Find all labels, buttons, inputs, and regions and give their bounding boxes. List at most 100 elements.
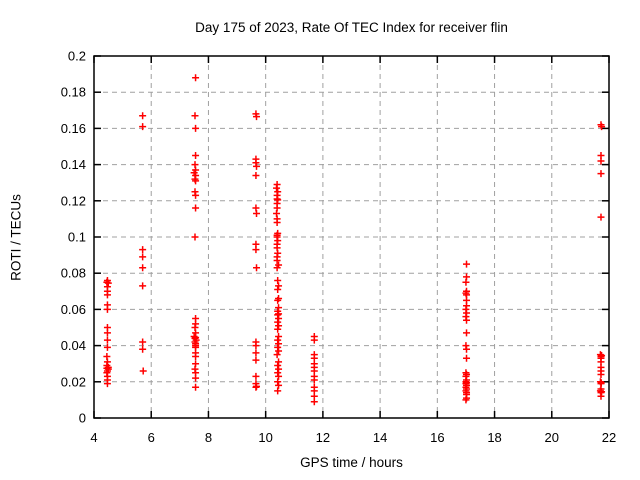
data-point-marker (274, 387, 282, 395)
data-point-marker (139, 338, 147, 346)
data-point-marker (274, 318, 282, 326)
data-point-marker (463, 329, 471, 337)
data-point-marker (103, 336, 111, 344)
data-point-marker (274, 296, 282, 304)
data-point-marker (139, 123, 147, 131)
data-point-marker (597, 371, 605, 379)
x-tick-label: 14 (373, 430, 387, 445)
plot-border (93, 55, 610, 419)
data-point-marker (274, 325, 282, 333)
data-point-marker (192, 74, 200, 82)
x-tick-label: 22 (602, 430, 616, 445)
data-point-marker (252, 356, 260, 364)
y-tick-label: 0.04 (61, 338, 86, 353)
y-axis-label: ROTI / TECUs (8, 194, 24, 281)
data-point-marker (275, 304, 283, 312)
data-point-marker (463, 345, 471, 353)
data-point-marker (463, 354, 471, 362)
data-point-marker (192, 374, 200, 382)
data-point-marker (139, 367, 147, 375)
data-point-marker (252, 383, 260, 391)
data-point-marker (192, 124, 200, 132)
data-point-marker (274, 336, 282, 344)
data-point-marker (275, 282, 283, 290)
data-point-marker (192, 352, 200, 360)
y-tick-label: 0.2 (68, 49, 86, 64)
data-point-marker (275, 333, 283, 341)
data-point-marker (598, 123, 606, 131)
data-point-marker (191, 112, 199, 120)
data-point-marker (192, 177, 200, 185)
data-point-marker (252, 171, 260, 179)
data-point-marker (273, 351, 281, 359)
data-point-marker (273, 219, 281, 227)
data-point-marker (275, 381, 283, 389)
data-point-marker (275, 314, 283, 322)
data-point-marker (273, 264, 281, 272)
data-point-marker (192, 152, 200, 160)
data-point-marker (274, 343, 282, 351)
data-point-marker (273, 184, 281, 192)
y-tick-label: 0.14 (61, 157, 86, 172)
y-tick-label: 0.18 (61, 85, 86, 100)
chart-title: Day 175 of 2023, Rate Of TEC Index for r… (195, 20, 508, 35)
data-point-marker (139, 345, 147, 353)
data-point-marker (191, 233, 199, 241)
data-point-marker (274, 369, 282, 377)
data-point-marker (103, 329, 111, 337)
data-point-marker (462, 396, 470, 404)
data-point-marker (139, 112, 147, 120)
data-point-marker (252, 246, 260, 254)
x-tick-label: 8 (205, 430, 212, 445)
data-point-marker (139, 282, 147, 290)
data-point-marker (274, 362, 282, 370)
data-point-marker (310, 376, 318, 384)
data-point-marker (253, 209, 261, 217)
data-point-marker (252, 349, 260, 357)
data-point-marker (463, 316, 471, 324)
x-tick-label: 10 (258, 430, 272, 445)
data-point-marker (274, 285, 282, 293)
data-point-marker (252, 342, 260, 350)
data-point-marker (139, 246, 147, 254)
data-point-marker (104, 279, 112, 287)
data-point-marker (310, 336, 318, 344)
y-tick-label: 0.16 (61, 121, 86, 136)
data-point-marker (275, 365, 283, 373)
x-tick-label: 4 (90, 430, 97, 445)
data-point-marker (274, 378, 282, 386)
data-point-marker (597, 213, 605, 221)
data-point-marker (275, 358, 283, 366)
x-axis-label: GPS time / hours (300, 455, 403, 470)
x-tick-label: 16 (430, 430, 444, 445)
data-point-marker (275, 347, 283, 355)
x-tick-label: 12 (316, 430, 330, 445)
y-tick-label: 0.06 (61, 302, 86, 317)
data-point-marker (253, 113, 261, 121)
data-point-marker (192, 191, 200, 199)
data-point-marker (310, 398, 318, 406)
data-point-marker (253, 264, 261, 272)
data-point-marker (139, 264, 147, 272)
y-tick-label: 0 (79, 411, 86, 426)
data-point-marker (252, 372, 260, 380)
data-point-marker (597, 170, 605, 178)
data-point-marker (275, 322, 283, 330)
data-point-marker (103, 343, 111, 351)
data-point-marker (103, 380, 111, 388)
data-point-marker (275, 340, 283, 348)
data-point-marker (103, 291, 111, 299)
x-tick-label: 20 (545, 430, 559, 445)
data-point-marker (192, 204, 200, 212)
y-tick-label: 0.02 (61, 374, 86, 389)
data-point-marker (273, 257, 281, 265)
data-point-marker (139, 253, 147, 261)
data-point-marker (462, 278, 470, 286)
data-point-marker (103, 305, 111, 313)
data-point-marker (463, 260, 471, 268)
data-point-marker (597, 157, 605, 165)
data-point-marker (192, 383, 200, 391)
y-tick-label: 0.12 (61, 193, 86, 208)
